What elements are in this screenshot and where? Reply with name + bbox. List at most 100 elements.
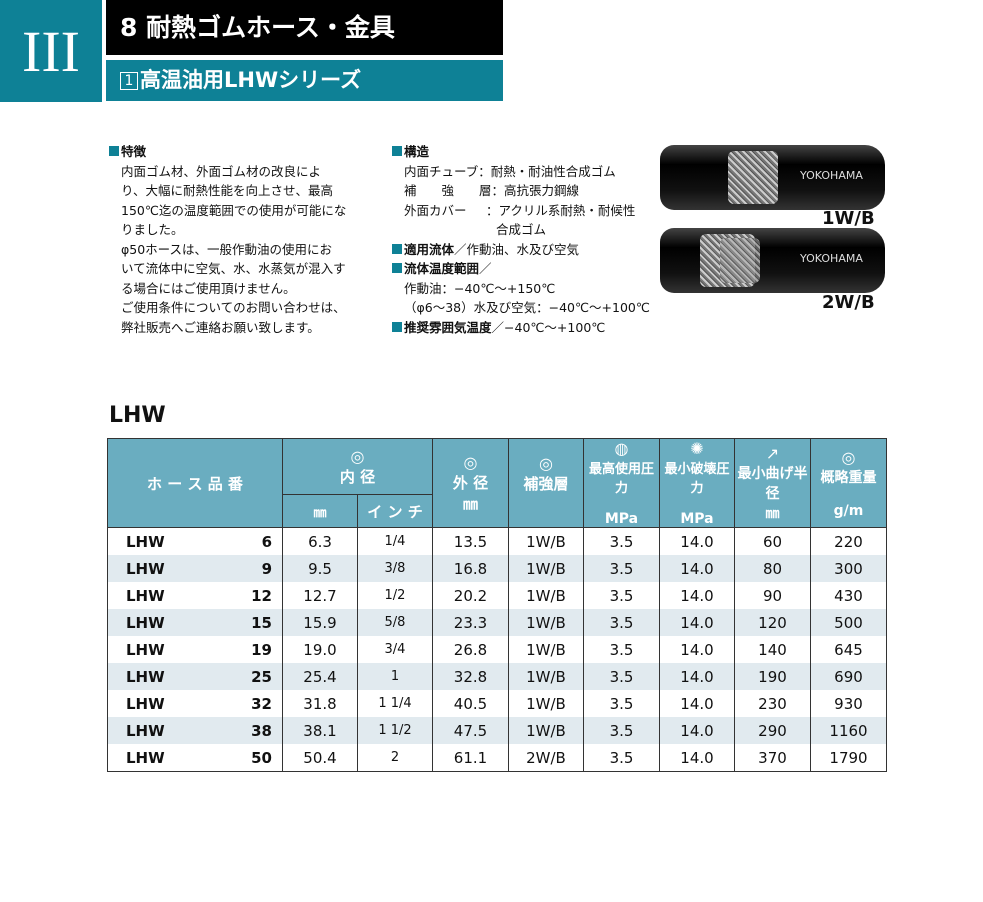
hose-name-cell: LHW 25 [107, 663, 283, 690]
cell: 14.0 [659, 717, 735, 744]
feature-line: り、大幅に耐熱性能を向上させ、最高 [121, 183, 334, 198]
cell: 3/8 [357, 555, 433, 582]
cell: 1W/B [508, 717, 584, 744]
reinf-value: ：高抗張力鋼線 [491, 183, 580, 198]
series-title: 1 高温油用LHWシリーズ [106, 60, 503, 101]
cell: 290 [734, 717, 811, 744]
cell: 26.8 [432, 636, 509, 663]
cell: 1 1/2 [357, 717, 433, 744]
feature-line: ご使用条件についてのお問い合わせは、 [121, 300, 346, 315]
cell: 40.5 [432, 690, 509, 717]
hose-name-cell: LHW 32 [107, 690, 283, 717]
inner-value: ：耐熱・耐油性合成ゴム [478, 163, 616, 179]
hose-size: 19 [251, 640, 272, 659]
structure-title: 構造 [404, 144, 430, 159]
cell: 61.1 [432, 744, 509, 772]
cell: 9.5 [282, 555, 358, 582]
ambient-title: 推奨雰囲気温度 [404, 319, 492, 335]
hose-size: 15 [251, 613, 272, 632]
cell: 2 [357, 744, 433, 772]
table-row: LHW 38 38.1 1 1/2 47.5 1W/B 3.5 14.0 290 1160 [107, 717, 887, 744]
cell: 3.5 [583, 527, 660, 555]
table-row: LHW 12 12.7 1/2 20.2 1W/B 3.5 14.0 90 430 [107, 582, 887, 609]
cell: 47.5 [432, 717, 509, 744]
label-1wb: 1W/B [822, 208, 875, 229]
cell: 14.0 [659, 636, 735, 663]
table-row: LHW 19 19.0 3/4 26.8 1W/B 3.5 14.0 140 645 [107, 636, 887, 663]
hose-image-1wb: YOKOHAMA [660, 145, 885, 210]
reinforcement-icon: ◎ [539, 454, 553, 473]
temp-title: 流体温度範囲 [404, 261, 480, 276]
cell: 3.5 [583, 555, 660, 582]
series-name: 高温油用LHWシリーズ [140, 68, 362, 92]
hose-name-cell: LHW 12 [107, 582, 283, 609]
inner-diameter-icon: ◎ [350, 446, 365, 466]
table-title: LHW [109, 403, 166, 428]
feature-line: る場合にはご使用頂けません。 [121, 280, 296, 296]
burst-icon: ✺ [690, 439, 704, 458]
cell: 1W/B [508, 582, 584, 609]
cell: 1W/B [508, 690, 584, 717]
feature-line: 150℃迄の温度範囲での使用が可能にな [121, 202, 347, 218]
feature-line: 内面ゴム材、外面ゴム材の改良によ [121, 163, 322, 179]
table-row: LHW 50 50.4 2 61.1 2W/B 3.5 14.0 370 1790 [107, 744, 887, 772]
table-row: LHW 15 15.9 5/8 23.3 1W/B 3.5 14.0 120 500 [107, 609, 887, 636]
hose-size: 6 [261, 532, 272, 551]
cell: 14.0 [659, 744, 735, 772]
feature-line: いて流体中に空気、水、水蒸気が混入す [121, 261, 346, 276]
cell: 1790 [810, 744, 887, 772]
cell: 13.5 [432, 527, 509, 555]
cell: 3.5 [583, 717, 660, 744]
cell: 20.2 [432, 582, 509, 609]
hose-size: 50 [251, 748, 272, 767]
weight-icon: ◎ [841, 447, 856, 467]
header-burst-pressure: ✺ 最小破壊圧力 MPa [659, 438, 735, 528]
bend-radius-icon: ↗ [765, 443, 780, 463]
cell: 1 [357, 663, 433, 690]
hose-name-cell: LHW 38 [107, 717, 283, 744]
cell: 430 [810, 582, 887, 609]
cell: 1W/B [508, 636, 584, 663]
cell: 1/4 [357, 527, 433, 555]
hose-series: LHW [126, 667, 165, 686]
cell: 120 [734, 609, 811, 636]
cell: 80 [734, 555, 811, 582]
cell: 1W/B [508, 663, 584, 690]
inner-label: 内面チューブ [404, 163, 479, 179]
outer-label: 外面カバー [404, 202, 467, 218]
ambient-value: ／−40℃〜+100℃ [491, 319, 606, 335]
series-number: 1 [120, 72, 138, 90]
cell: 220 [810, 527, 887, 555]
hose-size: 12 [251, 586, 272, 605]
hose-series: LHW [126, 586, 165, 605]
outer-value-2: 合成ゴム [496, 222, 547, 237]
cell: 1W/B [508, 555, 584, 582]
reinf-label: 補 強 層 [404, 183, 492, 198]
header-inner-diameter: ◎ 内 径 [282, 437, 433, 496]
temp-oil: 作動油：−40℃〜+150℃ [404, 280, 556, 296]
hose-series: LHW [126, 640, 165, 659]
cell: 3.5 [583, 636, 660, 663]
header-id-mm: ㎜ [282, 494, 358, 528]
cell: 14.0 [659, 690, 735, 717]
cell: 25.4 [282, 663, 358, 690]
cell: 1/2 [357, 582, 433, 609]
features: 特徴 内面ゴム材、外面ゴム材の改良によ り、大幅に耐熱性能を向上させ、最高 150℃… [109, 142, 379, 337]
cell: 60 [734, 527, 811, 555]
cell: 14.0 [659, 582, 735, 609]
cell: 3.5 [583, 690, 660, 717]
temp-water-air: （φ6〜38）水及び空気：−40℃〜+100℃ [404, 300, 650, 315]
header-weight: ◎ 概略重量 g/m [810, 438, 887, 528]
cell: 15.9 [282, 609, 358, 636]
table-row: LHW 32 31.8 1 1/4 40.5 1W/B 3.5 14.0 230 930 [107, 690, 887, 717]
hose-name-cell: LHW 6 [107, 527, 283, 555]
header-reinforcement: ◎ 補強層 [508, 438, 584, 528]
hose-image-2wb: YOKOHAMA [660, 228, 885, 293]
header-working-pressure: ◍ 最高使用圧力 MPa [583, 438, 660, 528]
brand-logo: YOKOHAMA [800, 252, 863, 265]
cell: 690 [810, 663, 887, 690]
hose-name-cell: LHW 19 [107, 636, 283, 663]
hose-series: LHW [126, 613, 165, 632]
